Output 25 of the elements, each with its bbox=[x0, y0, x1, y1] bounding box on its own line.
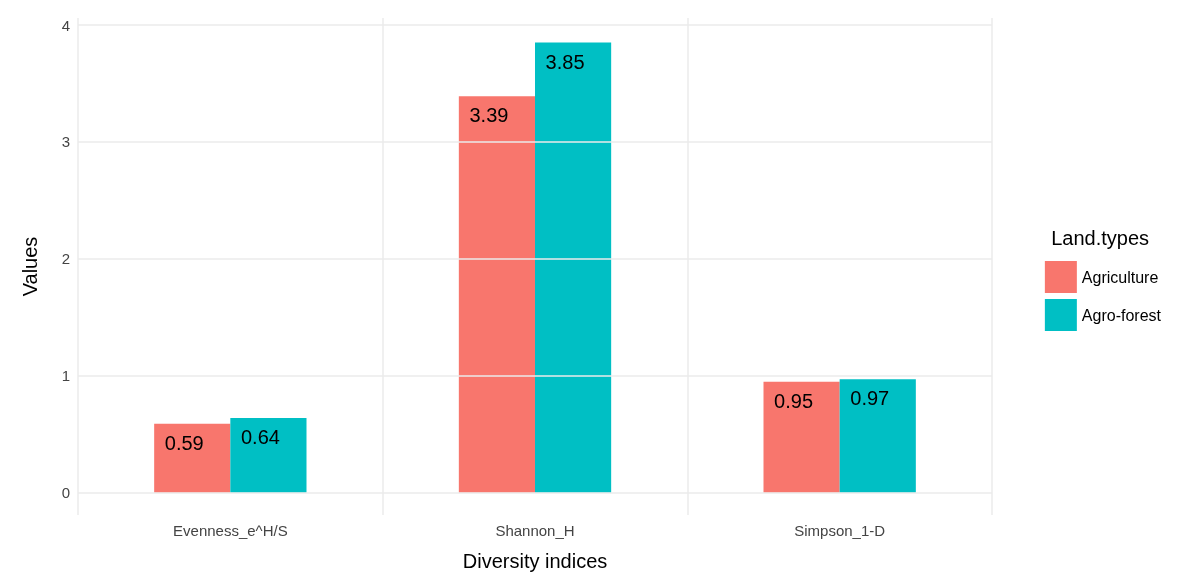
y-tick-label: 3 bbox=[61, 133, 70, 151]
legend-label: Agriculture bbox=[1081, 268, 1159, 286]
data-label: 0.64 bbox=[240, 425, 280, 448]
bar bbox=[154, 423, 231, 493]
bar bbox=[839, 379, 916, 493]
legend-title: Land.types bbox=[1051, 227, 1150, 249]
data-label: 0.97 bbox=[850, 387, 890, 410]
y-tick-label: 0 bbox=[61, 484, 70, 502]
x-tick-label: Shannon_H bbox=[495, 522, 575, 539]
y-tick-label: 4 bbox=[61, 16, 70, 34]
y-axis-title: Values bbox=[19, 236, 41, 297]
bar bbox=[230, 417, 307, 493]
y-tick-label: 2 bbox=[61, 250, 70, 268]
bar bbox=[763, 381, 840, 493]
bar bbox=[458, 96, 535, 493]
data-label: 0.95 bbox=[774, 389, 814, 412]
data-label: 3.39 bbox=[469, 104, 509, 127]
data-label: 3.85 bbox=[545, 50, 585, 73]
legend-label: Agro-forest bbox=[1081, 306, 1162, 324]
data-label: 0.59 bbox=[164, 431, 204, 454]
x-axis-title: Diversity indices bbox=[462, 550, 608, 572]
bar bbox=[535, 42, 612, 493]
y-tick-label: 1 bbox=[61, 367, 70, 385]
x-tick-label: Simpson_1-D bbox=[794, 522, 886, 539]
x-tick-label: Evenness_e^H/S bbox=[173, 522, 288, 539]
